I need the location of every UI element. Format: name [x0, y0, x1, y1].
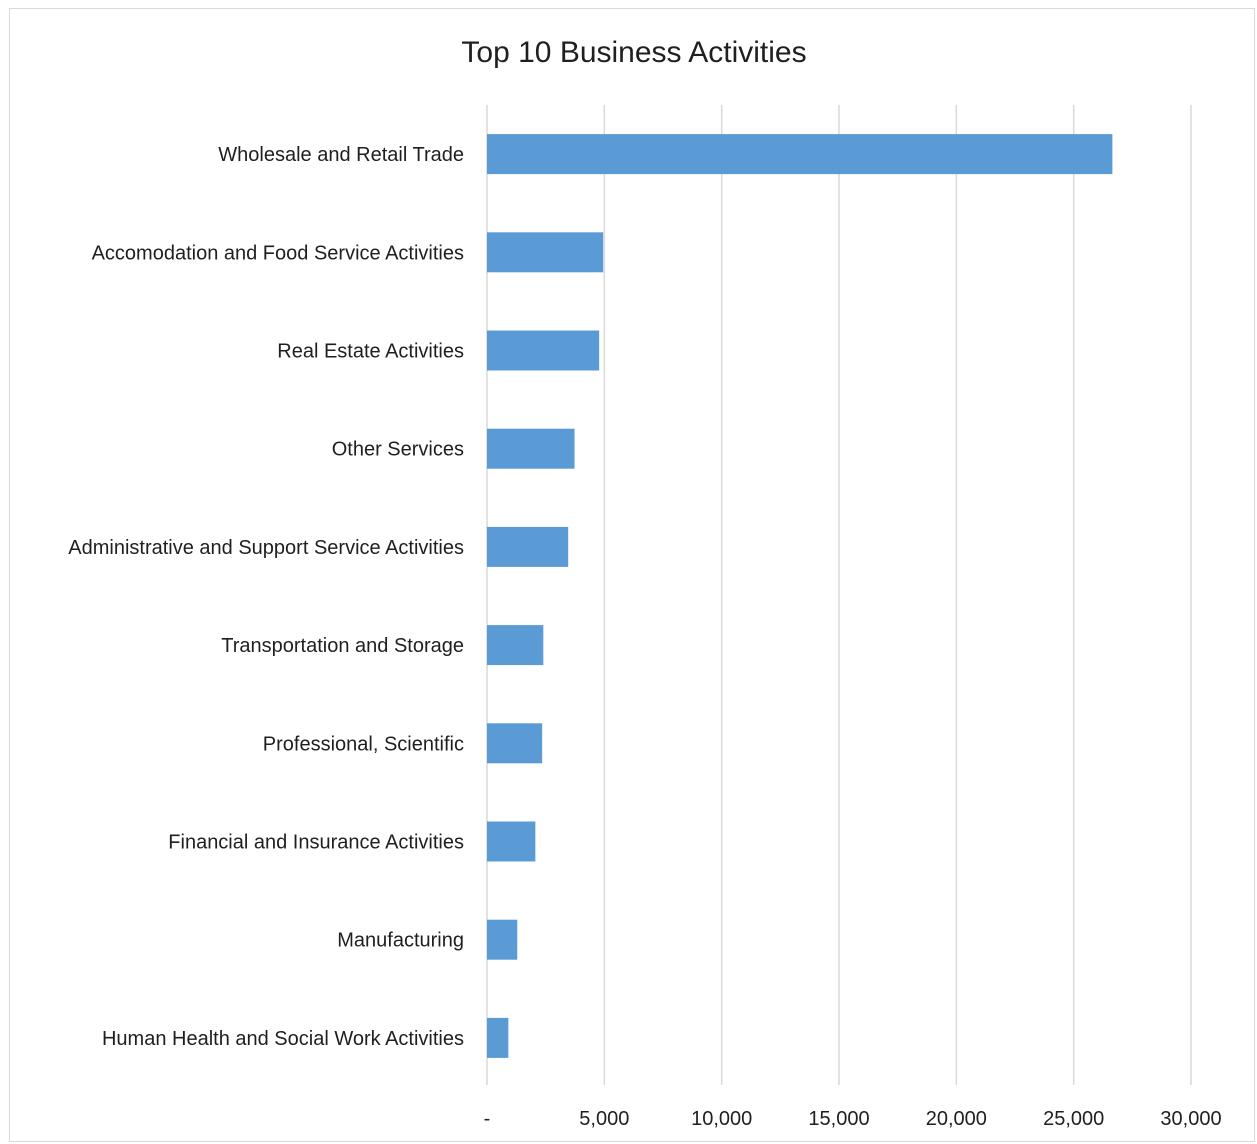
x-tick-label: 20,000 — [926, 1108, 987, 1130]
bars — [487, 134, 1113, 1058]
x-tick-label: 5,000 — [579, 1108, 629, 1130]
bar — [487, 919, 518, 960]
bar — [487, 232, 604, 273]
bar — [487, 134, 1113, 175]
bar — [487, 821, 536, 862]
bar — [487, 330, 600, 371]
x-tick-label: 25,000 — [1043, 1108, 1104, 1130]
x-tick-label: - — [484, 1108, 491, 1130]
category-label: Accomodation and Food Service Activities — [92, 242, 464, 264]
category-labels: Wholesale and Retail Trade Accomodation a… — [68, 144, 464, 1050]
category-label: Other Services — [332, 439, 464, 461]
bar — [487, 723, 543, 764]
bar — [487, 526, 569, 567]
bar — [487, 428, 575, 469]
category-label: Professional, Scientific — [263, 733, 464, 755]
chart-frame — [9, 8, 1255, 1142]
x-tick-label: 30,000 — [1160, 1108, 1221, 1130]
x-axis-tick-labels: - 5,000 10,000 15,000 20,000 25,000 30,000 — [484, 1108, 1222, 1130]
x-tick-label: 10,000 — [691, 1108, 752, 1130]
category-label: Administrative and Support Service Activ… — [68, 537, 464, 559]
category-label: Wholesale and Retail Trade — [218, 144, 464, 166]
bar — [487, 1017, 509, 1058]
category-label: Transportation and Storage — [221, 635, 464, 657]
category-label: Manufacturing — [337, 930, 464, 952]
chart-title: Top 10 Business Activities — [461, 36, 806, 69]
category-label: Real Estate Activities — [277, 341, 464, 363]
category-label: Financial and Insurance Activities — [168, 832, 464, 854]
x-tick-label: 15,000 — [808, 1108, 869, 1130]
category-label: Human Health and Social Work Activities — [102, 1028, 464, 1050]
bar — [487, 625, 544, 666]
